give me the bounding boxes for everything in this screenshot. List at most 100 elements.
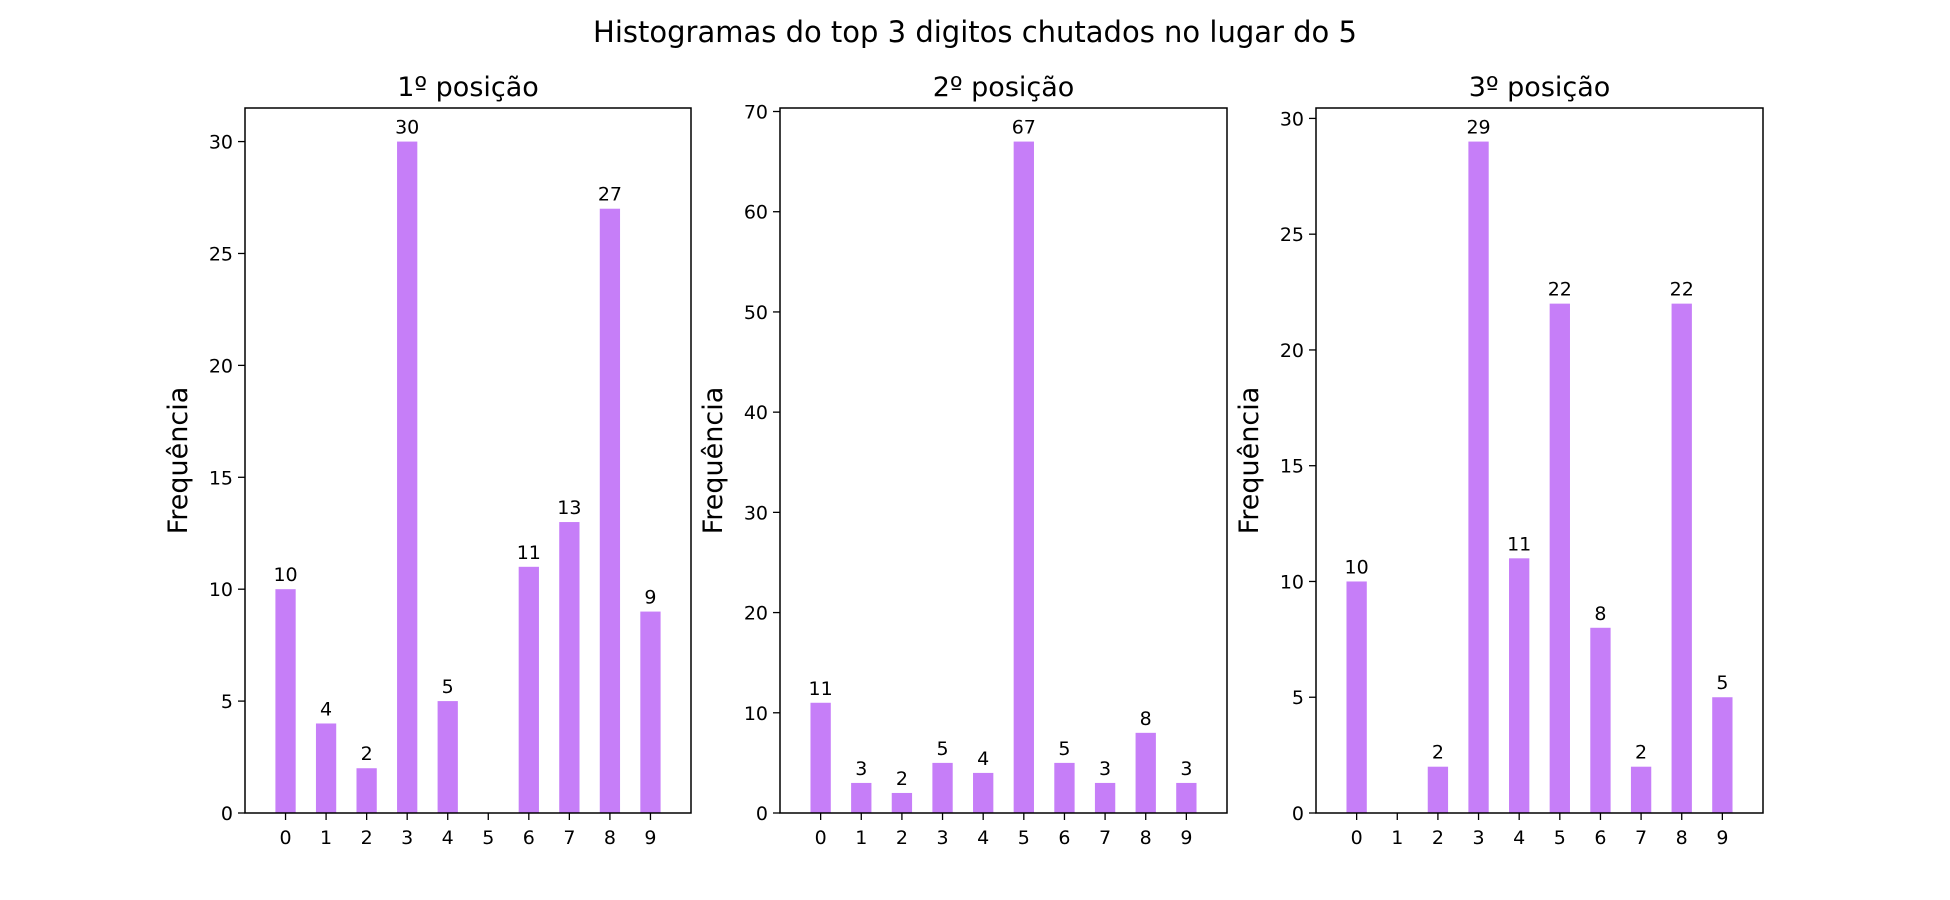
bar-6 bbox=[1590, 627, 1611, 813]
bar-0 bbox=[1346, 581, 1367, 813]
bar-2 bbox=[356, 768, 377, 813]
x-tick-label: 9 bbox=[1180, 827, 1192, 849]
bar-value-label: 5 bbox=[1058, 738, 1070, 760]
y-tick-label: 20 bbox=[744, 603, 768, 625]
bar-3 bbox=[932, 762, 953, 813]
y-axis-label: Frequência bbox=[698, 387, 729, 535]
x-tick-label: 6 bbox=[1058, 827, 1070, 849]
x-tick-label: 1 bbox=[1391, 827, 1403, 849]
x-tick-label: 6 bbox=[523, 827, 535, 849]
axes-frame bbox=[779, 107, 1228, 814]
y-tick-label: 60 bbox=[744, 202, 768, 224]
bar-7 bbox=[1094, 782, 1116, 813]
bar-2 bbox=[1427, 766, 1449, 813]
bar-value-label: 8 bbox=[1140, 708, 1152, 730]
x-tick-label: 4 bbox=[442, 827, 454, 849]
bar-value-label: 2 bbox=[896, 768, 908, 790]
bar-value-label: 11 bbox=[1507, 533, 1531, 555]
bar-value-label: 22 bbox=[1670, 279, 1694, 301]
x-tick-label: 9 bbox=[644, 827, 656, 849]
bar-value-label: 10 bbox=[273, 564, 297, 586]
bar-value-label: 11 bbox=[809, 678, 833, 700]
y-tick-label: 5 bbox=[221, 691, 233, 713]
y-tick-label: 50 bbox=[744, 302, 768, 324]
bar-value-label: 2 bbox=[1635, 742, 1647, 764]
x-tick-label: 3 bbox=[936, 827, 948, 849]
bar-1 bbox=[315, 723, 337, 813]
x-tick-label: 7 bbox=[1635, 827, 1647, 849]
bar-3 bbox=[397, 141, 418, 814]
y-tick-label: 30 bbox=[209, 132, 233, 154]
bar-6 bbox=[1054, 762, 1075, 813]
bar-7 bbox=[1630, 766, 1652, 813]
bar-9 bbox=[1712, 697, 1733, 813]
x-tick-label: 2 bbox=[1432, 827, 1444, 849]
y-tick-label: 0 bbox=[221, 803, 233, 825]
x-tick-label: 0 bbox=[1351, 827, 1363, 849]
y-tick-label: 0 bbox=[756, 803, 768, 825]
x-tick-label: 8 bbox=[1676, 827, 1688, 849]
x-tick-label: 3 bbox=[401, 827, 413, 849]
bar-4 bbox=[1509, 558, 1530, 813]
bar-5 bbox=[1013, 141, 1034, 814]
bar-value-label: 4 bbox=[977, 748, 989, 770]
x-tick-label: 7 bbox=[563, 827, 575, 849]
bar-value-label: 67 bbox=[1012, 117, 1036, 139]
bar-value-label: 3 bbox=[1180, 758, 1192, 780]
x-tick-label: 9 bbox=[1716, 827, 1728, 849]
bar-4 bbox=[437, 701, 458, 813]
y-tick-label: 20 bbox=[209, 355, 233, 377]
bar-3 bbox=[1468, 141, 1489, 814]
bar-2 bbox=[891, 792, 913, 813]
panel-title: 1º posição bbox=[397, 72, 539, 103]
y-tick-label: 10 bbox=[1280, 571, 1304, 593]
x-tick-label: 5 bbox=[1554, 827, 1566, 849]
y-tick-label: 10 bbox=[744, 703, 768, 725]
panel-title: 3º posição bbox=[1469, 72, 1611, 103]
bar-value-label: 8 bbox=[1594, 603, 1606, 625]
x-tick-label: 8 bbox=[1140, 827, 1152, 849]
bar-value-label: 13 bbox=[557, 497, 581, 519]
x-tick-label: 1 bbox=[320, 827, 332, 849]
bar-9 bbox=[1176, 782, 1197, 813]
y-axis-label: Frequência bbox=[1234, 387, 1265, 535]
bar-7 bbox=[559, 522, 580, 813]
x-tick-label: 4 bbox=[1513, 827, 1525, 849]
axes-frame bbox=[244, 107, 692, 814]
x-tick-label: 5 bbox=[1018, 827, 1030, 849]
y-tick-label: 25 bbox=[1280, 224, 1304, 246]
panel-title: 2º posição bbox=[933, 72, 1075, 103]
bar-1 bbox=[851, 782, 872, 813]
bar-value-label: 10 bbox=[1345, 556, 1369, 578]
x-tick-label: 0 bbox=[815, 827, 827, 849]
bar-value-label: 5 bbox=[1716, 672, 1728, 694]
bar-value-label: 2 bbox=[1432, 742, 1444, 764]
y-tick-label: 25 bbox=[209, 243, 233, 265]
bar-5 bbox=[1549, 303, 1570, 813]
x-tick-label: 6 bbox=[1594, 827, 1606, 849]
bar-value-label: 5 bbox=[442, 676, 454, 698]
bar-8 bbox=[599, 208, 621, 813]
x-tick-label: 3 bbox=[1472, 827, 1484, 849]
figure-title: Histogramas do top 3 digitos chutados no… bbox=[593, 15, 1357, 49]
y-tick-label: 15 bbox=[209, 467, 233, 489]
bar-0 bbox=[810, 702, 831, 813]
x-tick-label: 2 bbox=[896, 827, 908, 849]
y-tick-label: 30 bbox=[1280, 108, 1304, 130]
y-tick-label: 0 bbox=[1292, 803, 1304, 825]
bar-value-label: 22 bbox=[1548, 279, 1572, 301]
y-tick-label: 20 bbox=[1280, 340, 1304, 362]
x-tick-label: 2 bbox=[361, 827, 373, 849]
x-tick-label: 1 bbox=[855, 827, 867, 849]
x-tick-label: 0 bbox=[279, 827, 291, 849]
axes-frame bbox=[1315, 107, 1764, 814]
x-tick-label: 5 bbox=[482, 827, 494, 849]
y-axis-label: Frequência bbox=[163, 387, 194, 535]
bar-value-label: 4 bbox=[320, 698, 332, 720]
x-tick-label: 7 bbox=[1099, 827, 1111, 849]
x-tick-label: 8 bbox=[604, 827, 616, 849]
